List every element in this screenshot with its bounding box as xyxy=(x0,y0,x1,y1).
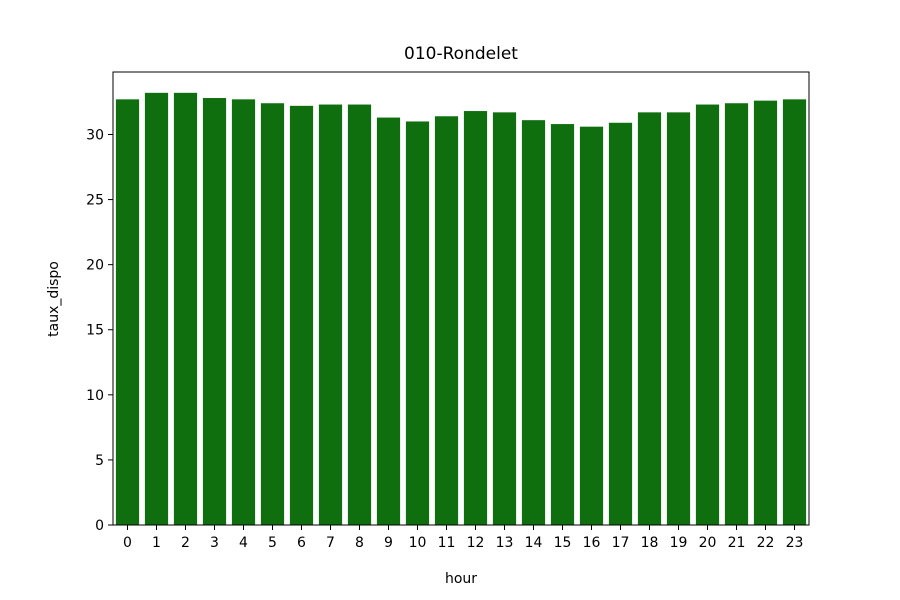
x-tick-label: 10 xyxy=(409,535,427,551)
x-axis-label: hour xyxy=(445,571,477,587)
x-tick-label: 17 xyxy=(612,535,630,551)
x-tick-label: 3 xyxy=(210,535,219,551)
x-tick-label: 12 xyxy=(467,535,485,551)
y-tick-label: 10 xyxy=(86,388,104,404)
bar-hour-7 xyxy=(318,104,343,525)
bar-hour-5 xyxy=(260,103,285,526)
bar-hour-2 xyxy=(173,92,198,525)
y-axis-label: taux_dispo xyxy=(46,261,62,337)
y-tick-label: 25 xyxy=(86,193,104,209)
y-axis: 0 5 10 15 20 25 30 xyxy=(86,127,113,534)
x-tick-label: 15 xyxy=(554,535,572,551)
x-tick-label: 11 xyxy=(438,535,456,551)
bar-hour-9 xyxy=(376,117,401,525)
x-tick-label: 7 xyxy=(326,535,335,551)
x-tick-label: 9 xyxy=(384,535,393,551)
x-tick-label: 4 xyxy=(239,535,248,551)
bar-hour-22 xyxy=(753,100,778,525)
bar-hour-20 xyxy=(695,104,720,525)
y-tick-label: 20 xyxy=(86,258,104,274)
bar-hour-6 xyxy=(289,105,314,525)
bar-hour-18 xyxy=(637,112,662,525)
x-tick-label: 19 xyxy=(670,535,688,551)
bar-hour-13 xyxy=(492,112,517,525)
x-tick-label: 13 xyxy=(496,535,514,551)
bar-hour-17 xyxy=(608,122,633,526)
plot-frame xyxy=(112,71,810,526)
x-tick-label: 20 xyxy=(699,535,717,551)
x-tick-label: 14 xyxy=(525,535,543,551)
y-tick-label: 5 xyxy=(95,453,104,469)
y-tick-label: 15 xyxy=(86,323,104,339)
x-tick-label: 0 xyxy=(123,535,132,551)
x-tick-label: 8 xyxy=(355,535,364,551)
bar-hour-19 xyxy=(666,112,691,525)
x-tick-label: 21 xyxy=(728,535,746,551)
x-axis: 0 1 2 3 4 5 6 7 8 9 10 11 12 13 14 15 16 17 18 19 20 21 22 23 xyxy=(123,525,803,551)
bar-hour-14 xyxy=(521,120,546,525)
bar-hour-3 xyxy=(202,98,227,525)
x-tick-label: 2 xyxy=(181,535,190,551)
bar-hour-16 xyxy=(579,126,604,526)
y-tick-label: 30 xyxy=(86,127,104,143)
chart-title: 010-Rondelet xyxy=(404,44,518,64)
bar-hour-8 xyxy=(347,104,372,525)
y-tick-label: 0 xyxy=(95,518,104,534)
bar-hour-10 xyxy=(405,121,430,525)
bar-hour-4 xyxy=(231,99,256,525)
x-tick-label: 22 xyxy=(757,535,775,551)
x-tick-label: 18 xyxy=(641,535,659,551)
bar-hour-21 xyxy=(724,103,749,526)
x-tick-label: 23 xyxy=(786,535,804,551)
bar-hour-11 xyxy=(434,116,459,525)
bar-hour-23 xyxy=(782,99,807,525)
bar-hour-1 xyxy=(144,92,169,525)
x-tick-label: 16 xyxy=(583,535,601,551)
bar-hour-15 xyxy=(550,124,575,525)
x-tick-label: 6 xyxy=(297,535,306,551)
x-tick-label: 1 xyxy=(152,535,161,551)
bar-hour-0 xyxy=(115,99,140,525)
bars-group xyxy=(115,92,807,526)
bar-hour-12 xyxy=(463,111,488,526)
x-tick-label: 5 xyxy=(268,535,277,551)
